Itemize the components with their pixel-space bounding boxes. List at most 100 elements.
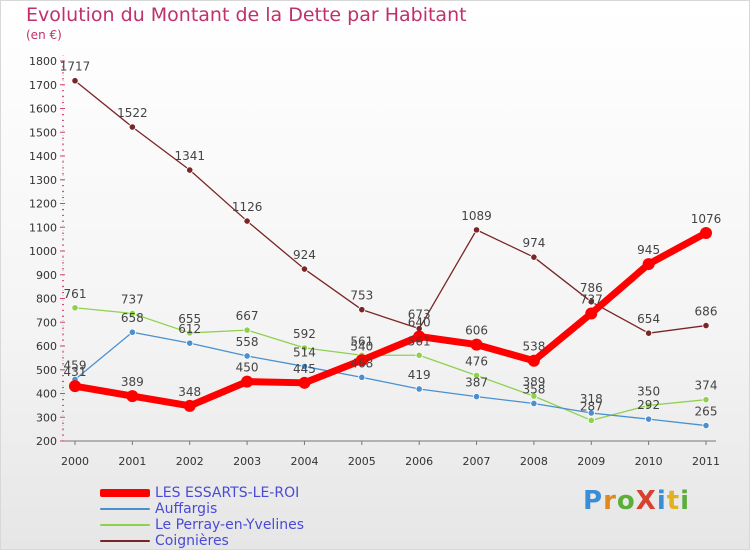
data-point bbox=[300, 265, 309, 273]
y-tick-label: 400 bbox=[36, 388, 57, 401]
y-tick-label: 1600 bbox=[29, 103, 57, 116]
data-point bbox=[243, 326, 251, 334]
data-label: 658 bbox=[121, 311, 144, 325]
data-label: 1126 bbox=[232, 200, 263, 214]
y-tick-label: 600 bbox=[36, 340, 57, 353]
x-tick-label: 2008 bbox=[520, 455, 548, 468]
logo-letter: P bbox=[583, 486, 604, 516]
data-point bbox=[472, 371, 481, 380]
proxiti-logo: ProXiti bbox=[583, 486, 690, 516]
data-label: 540 bbox=[350, 339, 373, 353]
logo-letter: i bbox=[680, 486, 691, 516]
legend-swatch bbox=[100, 508, 150, 510]
logo-letter: r bbox=[603, 486, 617, 516]
data-label: 431 bbox=[64, 365, 87, 379]
data-point bbox=[527, 354, 540, 367]
data-point bbox=[530, 253, 538, 261]
data-point bbox=[645, 401, 653, 409]
y-tick-label: 1000 bbox=[29, 245, 57, 258]
data-point bbox=[183, 399, 196, 412]
data-label: 389 bbox=[121, 375, 144, 389]
data-label: 924 bbox=[293, 248, 316, 262]
y-tick-label: 1400 bbox=[29, 150, 57, 163]
data-point bbox=[298, 376, 311, 389]
data-label: 673 bbox=[408, 308, 431, 322]
data-label: 686 bbox=[695, 305, 718, 319]
data-label: 459 bbox=[64, 358, 87, 372]
data-point bbox=[243, 352, 251, 360]
data-point bbox=[702, 421, 710, 430]
data-label: 655 bbox=[178, 312, 201, 326]
data-point bbox=[415, 385, 423, 393]
y-tick-label: 200 bbox=[36, 435, 57, 448]
x-tick-label: 2010 bbox=[635, 455, 663, 468]
y-tick-label: 800 bbox=[36, 293, 57, 306]
data-label: 737 bbox=[121, 292, 144, 306]
logo-letter: t bbox=[666, 486, 681, 516]
data-label: 640 bbox=[408, 316, 431, 330]
logo-letter: i bbox=[656, 486, 667, 516]
y-tick-label: 700 bbox=[36, 316, 57, 329]
data-point bbox=[585, 307, 598, 320]
data-label: 358 bbox=[522, 382, 545, 396]
data-point bbox=[702, 396, 710, 404]
data-point bbox=[358, 373, 366, 381]
data-label: 786 bbox=[580, 281, 603, 295]
legend-label: Auffargis bbox=[155, 501, 218, 517]
data-point bbox=[642, 258, 655, 271]
data-point bbox=[472, 226, 481, 234]
data-point bbox=[587, 298, 595, 306]
data-point bbox=[71, 77, 79, 85]
data-label: 737 bbox=[580, 292, 603, 306]
legend-label: LES ESSARTS-LE-ROI bbox=[155, 485, 300, 501]
data-label: 265 bbox=[695, 405, 718, 419]
chart-title: Evolution du Montant de la Dette par Hab… bbox=[26, 4, 467, 26]
data-point bbox=[587, 416, 595, 424]
y-tick-label: 500 bbox=[36, 364, 57, 377]
data-point bbox=[702, 321, 710, 330]
data-label: 287 bbox=[580, 399, 603, 413]
data-point bbox=[470, 338, 483, 351]
legend-label: Coignières bbox=[155, 533, 229, 549]
data-point bbox=[300, 344, 309, 352]
data-label: 374 bbox=[695, 379, 718, 393]
data-label: 654 bbox=[637, 312, 660, 326]
data-point bbox=[241, 375, 254, 388]
data-point bbox=[530, 399, 538, 408]
x-tick-label: 2000 bbox=[61, 455, 89, 468]
data-label: 476 bbox=[465, 354, 488, 368]
data-label: 1089 bbox=[461, 209, 492, 223]
y-tick-label: 300 bbox=[36, 411, 57, 424]
data-label: 945 bbox=[637, 243, 660, 257]
data-point bbox=[413, 330, 426, 343]
data-label: 612 bbox=[178, 322, 201, 336]
legend-swatch bbox=[100, 540, 150, 542]
data-point bbox=[126, 390, 139, 403]
data-label: 514 bbox=[293, 345, 316, 359]
data-point bbox=[472, 392, 481, 401]
data-point bbox=[128, 309, 136, 318]
data-point bbox=[71, 304, 79, 312]
data-point bbox=[358, 306, 366, 314]
data-label: 419 bbox=[408, 368, 431, 382]
data-point bbox=[700, 226, 712, 239]
x-tick-label: 2003 bbox=[233, 455, 261, 468]
series-line-0 bbox=[74, 229, 708, 410]
legend-swatch bbox=[100, 489, 150, 497]
data-label: 761 bbox=[64, 287, 87, 301]
data-point bbox=[355, 354, 368, 367]
data-point bbox=[128, 123, 136, 131]
x-tick-label: 2002 bbox=[176, 455, 204, 468]
data-point bbox=[300, 362, 309, 371]
data-point bbox=[645, 415, 653, 423]
data-point bbox=[415, 351, 423, 359]
data-label: 445 bbox=[293, 362, 316, 376]
data-label: 389 bbox=[522, 375, 545, 389]
x-tick-label: 2001 bbox=[118, 455, 146, 468]
data-point bbox=[186, 166, 194, 174]
y-tick-label: 1100 bbox=[29, 221, 57, 234]
data-point bbox=[645, 329, 653, 337]
data-label: 753 bbox=[350, 289, 373, 303]
x-tick-label: 2006 bbox=[405, 455, 433, 468]
y-tick-label: 900 bbox=[36, 269, 57, 282]
